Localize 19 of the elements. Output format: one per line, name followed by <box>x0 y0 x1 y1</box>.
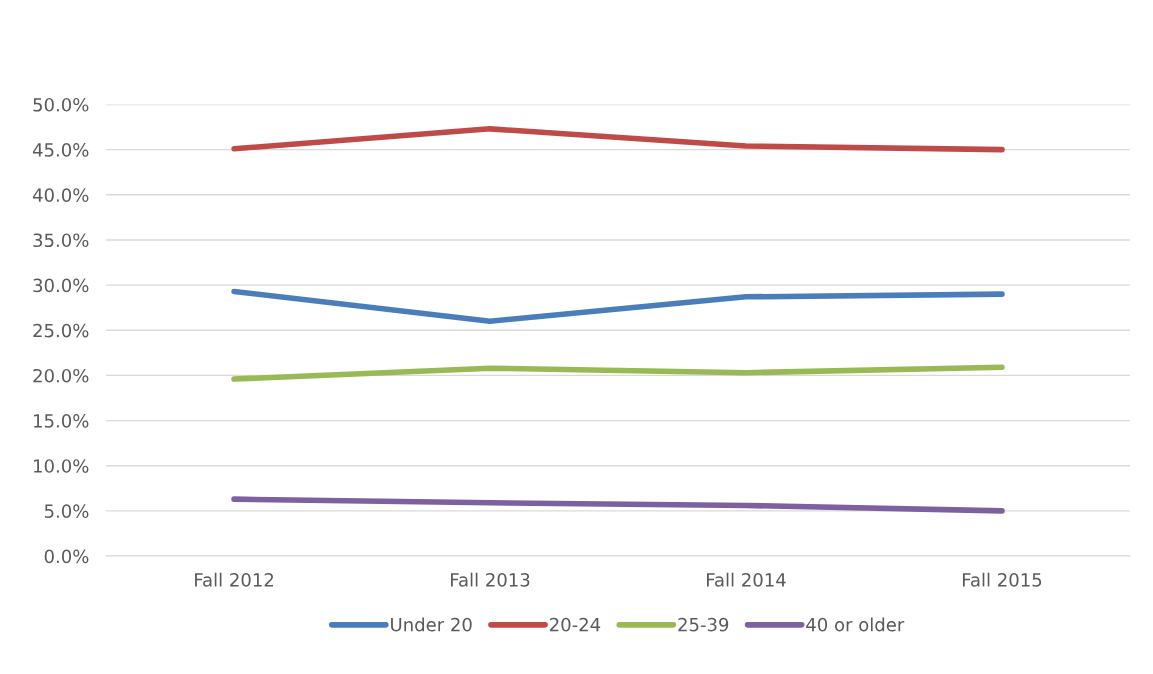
y-tick-label: 50.0% <box>33 97 89 112</box>
legend-label: Under 20 <box>391 617 472 632</box>
y-tick-label: 35.0% <box>33 233 89 248</box>
x-tick-label: Fall 2014 <box>707 572 786 587</box>
legend-label: 40 or older <box>806 617 905 632</box>
legend-label: 20-24 <box>550 617 601 632</box>
y-tick-label: 10.0% <box>34 459 89 473</box>
y-tick-label: 0.0% <box>44 549 89 564</box>
x-tick-label: Fall 2013 <box>451 572 530 587</box>
y-tick-label: 5.0% <box>44 504 89 519</box>
y-tick-label: 40.0% <box>32 188 89 202</box>
x-tick-label: Fall 2012 <box>195 572 274 587</box>
legend-label: 25-39 <box>678 617 729 632</box>
y-tick-label: 20.0% <box>33 368 89 383</box>
y-tick-label: 25.0% <box>33 323 89 338</box>
y-tick-label: 15.0% <box>34 414 89 428</box>
y-tick-label: 30.0% <box>33 278 89 293</box>
y-tick-label: 45.0% <box>32 143 89 157</box>
x-tick-label: Fall 2015 <box>962 572 1042 587</box>
